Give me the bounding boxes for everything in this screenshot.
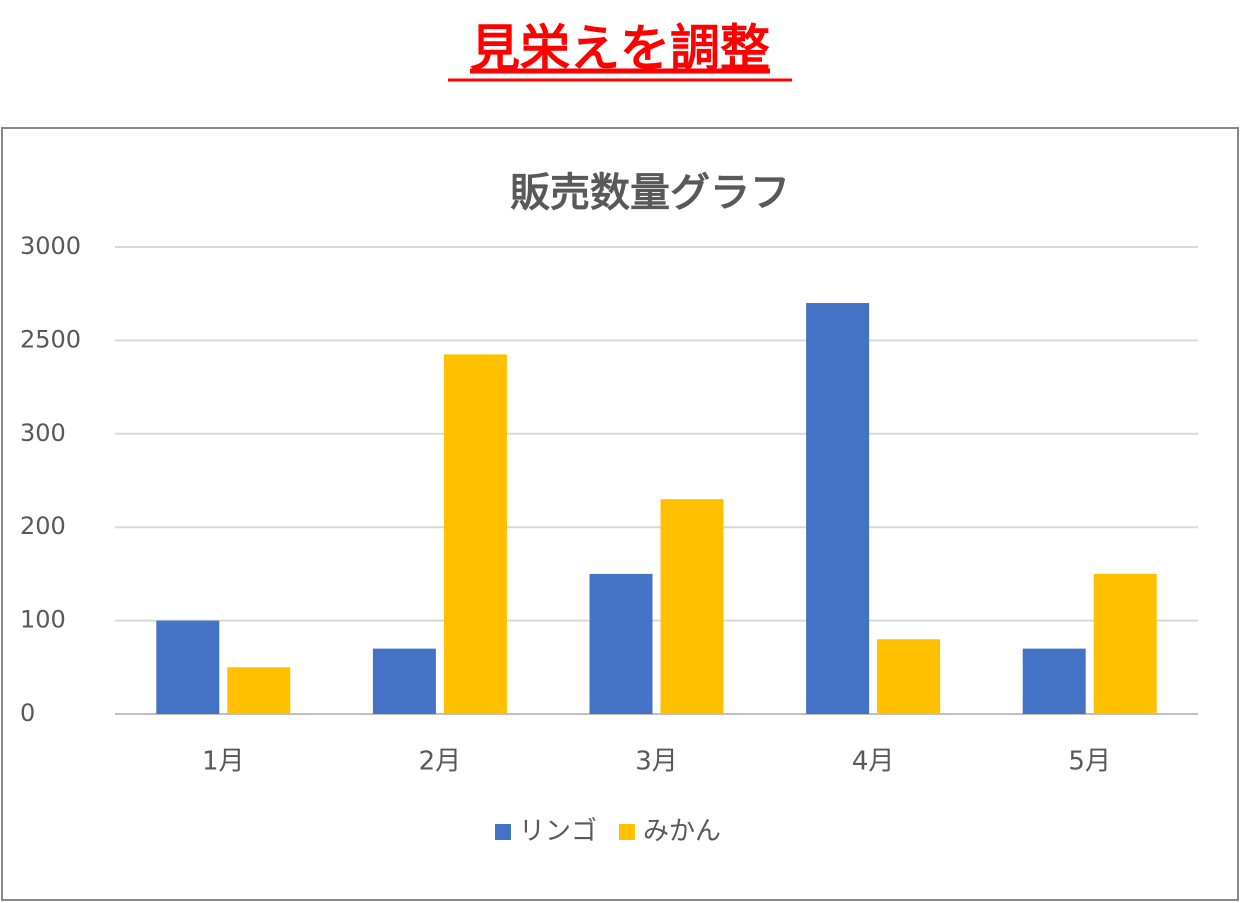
x-tick-label: 3月 xyxy=(635,747,678,777)
y-tick-label: 0 xyxy=(20,699,35,727)
bar xyxy=(156,620,220,714)
legend-label: みかん xyxy=(643,817,721,847)
x-tick-label: 1月 xyxy=(202,747,245,777)
bar xyxy=(1093,573,1157,714)
x-tick-label: 4月 xyxy=(852,747,895,777)
chart-frame xyxy=(1,127,1239,901)
y-tick-label: 3000 xyxy=(20,232,81,260)
bar xyxy=(372,648,436,714)
bar xyxy=(1022,648,1086,714)
page-title: 見栄えを調整 xyxy=(470,20,770,78)
chart-title: 販売数量グラフ xyxy=(510,170,790,216)
bar xyxy=(877,639,941,714)
y-tick-label: 2500 xyxy=(20,325,81,353)
bar xyxy=(443,354,507,714)
legend-swatch xyxy=(619,824,636,840)
x-tick-label: 5月 xyxy=(1068,747,1111,777)
y-tick-label: 300 xyxy=(20,419,66,447)
y-tick-label: 100 xyxy=(20,606,66,634)
bar xyxy=(227,667,291,714)
legend-label: リンゴ xyxy=(519,817,597,847)
bar xyxy=(806,303,870,714)
bar xyxy=(589,573,653,714)
x-tick-label: 2月 xyxy=(419,747,462,777)
bar xyxy=(660,499,724,714)
legend-swatch xyxy=(495,824,511,840)
y-tick-label: 200 xyxy=(20,512,66,540)
